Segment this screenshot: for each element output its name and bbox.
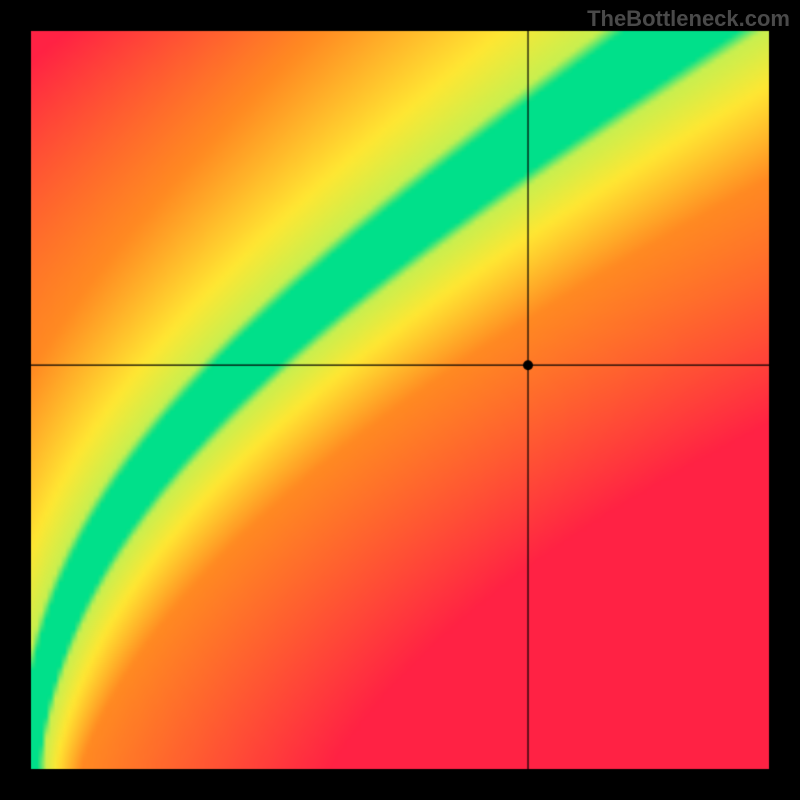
watermark-text: TheBottleneck.com [587, 6, 790, 32]
chart-container: TheBottleneck.com [0, 0, 800, 800]
bottleneck-heatmap [0, 0, 800, 800]
